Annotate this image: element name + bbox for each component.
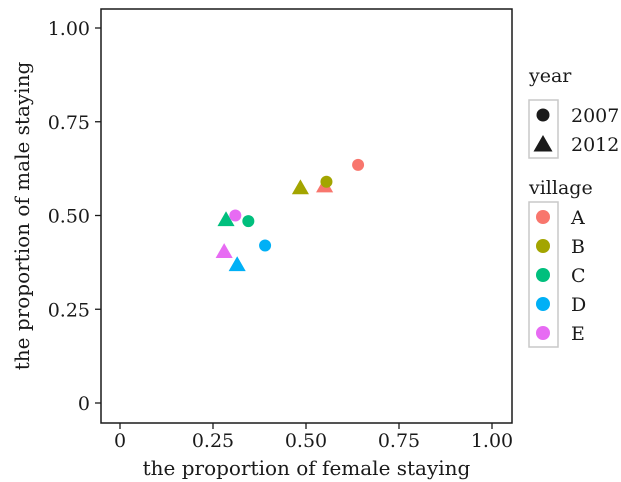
point-c-2012: [217, 211, 235, 227]
legend-key-b: [536, 239, 550, 253]
y-tick-label: 1.00: [48, 18, 90, 40]
legend-village-label: C: [571, 265, 586, 287]
point-e-2007: [229, 209, 242, 222]
legend-village-label: D: [571, 294, 586, 316]
legend-key-circle: [536, 108, 550, 122]
legend-key-e: [536, 326, 550, 340]
legend-village-label: B: [571, 236, 585, 258]
point-d-2007: [259, 239, 272, 252]
legend-village-label: A: [570, 207, 585, 229]
legend-year-label: 2007: [571, 105, 619, 127]
x-tick-label: 0.50: [285, 430, 327, 452]
point-c-2007: [242, 215, 255, 228]
x-tick-label: 0.75: [378, 430, 420, 452]
y-tick-label: 0.50: [48, 206, 90, 228]
legend-year-title: year: [528, 65, 572, 87]
legend-year-label: 2012: [571, 134, 619, 156]
y-axis-title: the proportion of male staying: [10, 62, 34, 371]
y-tick-label: 0.25: [48, 299, 90, 321]
legend-key-c: [536, 268, 550, 282]
legend-village-title: village: [528, 177, 593, 199]
point-d-2012: [228, 256, 246, 272]
plot-panel: [100, 8, 513, 424]
x-axis-title: the proportion of female staying: [143, 456, 471, 480]
legend-key-triangle: [533, 135, 553, 152]
x-tick-label: 0.25: [192, 430, 234, 452]
point-e-2012: [215, 243, 233, 258]
point-b-2012: [291, 179, 309, 195]
y-tick-label: 0.75: [48, 112, 90, 134]
legend-key-d: [536, 297, 550, 311]
point-b-2007: [320, 175, 333, 188]
y-tick-label: 0: [78, 393, 90, 415]
legend-village-label: E: [571, 323, 585, 345]
point-a-2007: [352, 158, 365, 171]
x-tick-label: 1.00: [471, 430, 513, 452]
legend-key-a: [536, 210, 550, 224]
x-tick-label: 0: [114, 430, 126, 452]
